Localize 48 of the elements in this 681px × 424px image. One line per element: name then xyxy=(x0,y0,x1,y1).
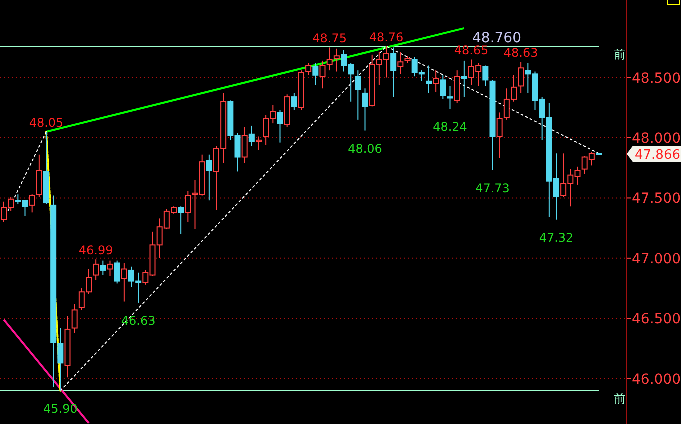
candlestick xyxy=(426,65,432,94)
annotation: 48.760 xyxy=(472,30,522,46)
candlestick xyxy=(362,88,368,132)
annotation: 48.76 xyxy=(369,30,404,44)
candlestick xyxy=(185,190,192,223)
ref-line-label: 前 xyxy=(614,47,626,62)
candlestick xyxy=(178,206,184,235)
candlestick xyxy=(326,47,333,72)
y-tick-label: 48.000 xyxy=(632,131,681,147)
candlestick xyxy=(58,328,64,392)
annotation: 48.65 xyxy=(454,44,489,58)
annotation: 48.63 xyxy=(504,46,538,60)
annotation: 48.75 xyxy=(312,32,348,46)
candlestick xyxy=(461,60,468,98)
annotation: 45.90 xyxy=(43,402,78,416)
candlestick xyxy=(100,260,106,276)
text: 47.866 xyxy=(635,148,680,164)
annotation: 47.73 xyxy=(476,182,510,196)
annotation: 48.05 xyxy=(29,116,64,130)
candlestick xyxy=(64,316,71,378)
candlestick xyxy=(242,126,248,164)
y-tick-label: 48.500 xyxy=(632,70,681,87)
candlestick xyxy=(291,92,298,111)
candlestick xyxy=(277,110,284,144)
candlestick xyxy=(355,70,362,120)
annotation: 46.99 xyxy=(78,244,114,258)
candlestick xyxy=(518,62,524,94)
ref-line-label: 前 xyxy=(614,392,626,406)
y-tick-label: 46.500 xyxy=(632,312,681,328)
annotation: 47.32 xyxy=(539,230,574,245)
annotation: 48.24 xyxy=(433,120,468,134)
y-tick-label: 46.000 xyxy=(632,372,681,388)
y-tick-label: 47.500 xyxy=(632,191,681,208)
candlestick xyxy=(334,48,340,72)
y-tick-label: 47.000 xyxy=(632,251,681,268)
candlestick xyxy=(390,47,397,98)
candlestick xyxy=(248,125,255,147)
candlestick xyxy=(312,62,319,86)
candlestick xyxy=(482,65,489,87)
annotation: 46.63 xyxy=(121,314,156,328)
annotation: 48.06 xyxy=(348,142,382,156)
candlestick xyxy=(447,86,454,110)
candlestick xyxy=(206,154,212,202)
candlestick xyxy=(121,262,128,302)
candlestick xyxy=(496,112,503,159)
candlestick xyxy=(440,74,446,100)
candlestick xyxy=(114,260,120,284)
candlestick xyxy=(398,52,404,75)
